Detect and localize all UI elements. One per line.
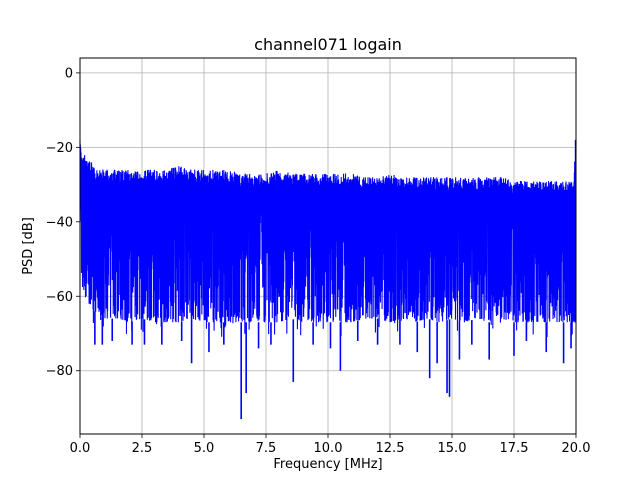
y-axis: 0 −20 −40 −60 −80 bbox=[46, 66, 80, 379]
y-tick-label: −20 bbox=[46, 141, 73, 156]
x-axis: 0.0 2.5 5.0 7.5 10.0 12.5 15.0 17.5 20.0 bbox=[70, 434, 591, 456]
x-tick-label: 17.5 bbox=[500, 441, 529, 456]
chart-title: channel071 logain bbox=[254, 35, 402, 54]
x-tick-label: 15.0 bbox=[438, 441, 467, 456]
x-axis-label: Frequency [MHz] bbox=[273, 457, 382, 472]
x-tick-label: 12.5 bbox=[376, 441, 405, 456]
x-tick-label: 10.0 bbox=[314, 441, 343, 456]
y-tick-label: 0 bbox=[65, 66, 73, 81]
y-tick-label: −40 bbox=[46, 215, 73, 230]
y-tick-label: −80 bbox=[46, 364, 73, 379]
y-tick-label: −60 bbox=[46, 290, 73, 305]
x-tick-label: 20.0 bbox=[562, 441, 591, 456]
psd-series-line bbox=[79, 139, 577, 338]
psd-series bbox=[79, 139, 577, 420]
x-tick-label: 7.5 bbox=[256, 441, 277, 456]
x-tick-label: 5.0 bbox=[194, 441, 215, 456]
x-tick-label: 0.0 bbox=[70, 441, 91, 456]
x-tick-label: 2.5 bbox=[132, 441, 153, 456]
y-axis-label: PSD [dB] bbox=[21, 217, 36, 275]
